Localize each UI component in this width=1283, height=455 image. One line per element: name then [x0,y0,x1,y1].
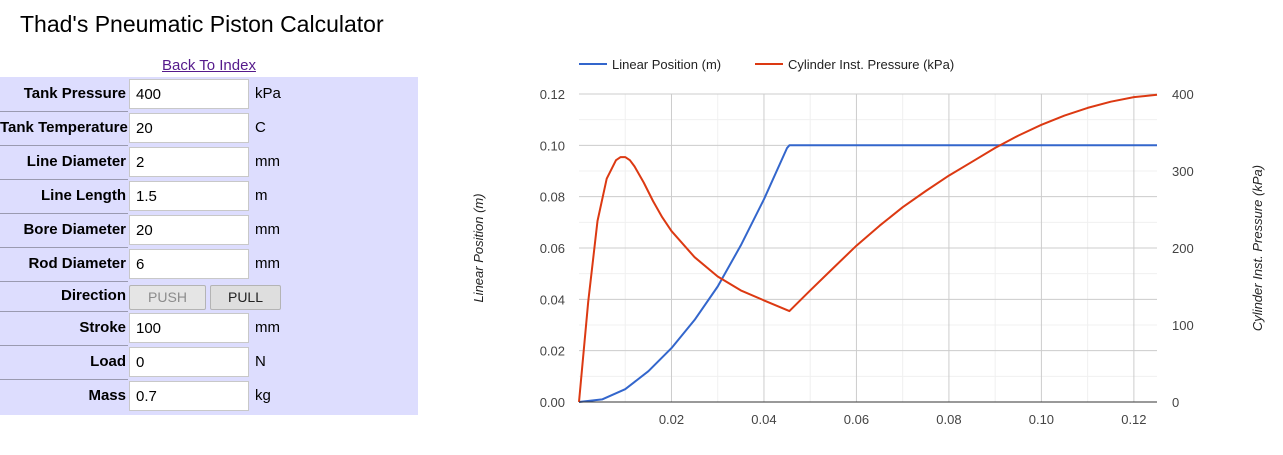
y-right-tick-label: 200 [1172,241,1194,256]
back-to-index-link[interactable]: Back To Index [162,57,256,74]
x-tick-label: 0.10 [1029,412,1054,427]
line-length-unit: m [255,187,268,204]
bore-diameter-input[interactable] [129,215,249,245]
mass-input[interactable] [129,381,249,411]
y-left-tick-label: 0.10 [540,138,565,153]
y-left-tick-label: 0.04 [540,292,565,307]
y-right-tick-label: 0 [1172,395,1179,410]
form-row-load: Load N [0,345,418,379]
form-row-line-length: Line Length m [0,179,418,213]
form-row-direction: Direction PUSH PULL [0,281,418,311]
stroke-unit: mm [255,319,280,336]
row-divider [0,247,128,248]
line-diameter-unit: mm [255,153,280,170]
y-left-axis-title: Linear Position (m) [471,193,486,302]
row-divider [0,379,128,380]
y-left-tick-label: 0.08 [540,190,565,205]
y-right-tick-label: 300 [1172,164,1194,179]
row-divider [0,179,128,180]
form-row-bore-diameter: Bore Diameter mm [0,213,418,247]
legend-label-pressure: Cylinder Inst. Pressure (kPa) [788,57,954,72]
bore-diameter-label: Bore Diameter [23,221,126,238]
legend-label-position: Linear Position (m) [612,57,721,72]
pull-button[interactable]: PULL [210,285,281,310]
calculator-form: Tank Pressure kPa Tank Temperature C Lin… [0,77,418,415]
row-divider [0,213,128,214]
line-diameter-label: Line Diameter [26,153,126,170]
tank-temperature-label: Tank Temperature [0,119,128,136]
position-pressure-chart: 0.00 0.02 0.04 0.06 0.08 0.10 0.12 0 100 200 300 40… [471,57,1265,427]
row-divider [0,111,128,112]
load-unit: N [255,353,266,370]
y-left-tick-label: 0.12 [540,87,565,102]
x-tick-label: 0.08 [936,412,961,427]
y-left-tick-label: 0.02 [540,344,565,359]
mass-unit: kg [255,387,271,404]
line-length-label: Line Length [41,187,126,204]
y-left-tick-label: 0.06 [540,241,565,256]
line-length-input[interactable] [129,181,249,211]
row-divider [0,145,128,146]
y-left-tick-label: 0.00 [540,395,565,410]
y-right-axis-title: Cylinder Inst. Pressure (kPa) [1250,165,1265,331]
tank-pressure-input[interactable] [129,79,249,109]
load-label: Load [90,353,126,370]
direction-label: Direction [60,287,126,304]
tank-pressure-unit: kPa [255,85,281,102]
mass-label: Mass [88,387,126,404]
cylinder-pressure-line [578,93,1158,403]
stroke-input[interactable] [129,313,249,343]
form-row-tank-pressure: Tank Pressure kPa [0,77,418,111]
page-title: Thad's Pneumatic Piston Calculator [20,11,384,37]
rod-diameter-unit: mm [255,255,280,272]
load-input[interactable] [129,347,249,377]
form-row-rod-diameter: Rod Diameter mm [0,247,418,281]
form-row-tank-temperature: Tank Temperature C [0,111,418,145]
rod-diameter-input[interactable] [129,249,249,279]
linear-position-line [578,144,1157,403]
bore-diameter-unit: mm [255,221,280,238]
stroke-label: Stroke [79,319,126,336]
x-tick-label: 0.06 [844,412,869,427]
tank-temperature-input[interactable] [129,113,249,143]
form-row-line-diameter: Line Diameter mm [0,145,418,179]
row-divider [0,311,128,312]
y-right-tick-label: 100 [1172,318,1194,333]
y-right-tick-label: 400 [1172,87,1194,102]
x-tick-label: 0.12 [1121,412,1146,427]
form-row-mass: Mass kg [0,379,418,413]
row-divider [0,281,128,282]
x-tick-label: 0.04 [751,412,776,427]
row-divider [0,345,128,346]
rod-diameter-label: Rod Diameter [28,255,126,272]
x-tick-label: 0.02 [659,412,684,427]
tank-temperature-unit: C [255,119,266,136]
line-diameter-input[interactable] [129,147,249,177]
tank-pressure-label: Tank Pressure [23,85,126,102]
push-button[interactable]: PUSH [129,285,206,310]
form-row-stroke: Stroke mm [0,311,418,345]
